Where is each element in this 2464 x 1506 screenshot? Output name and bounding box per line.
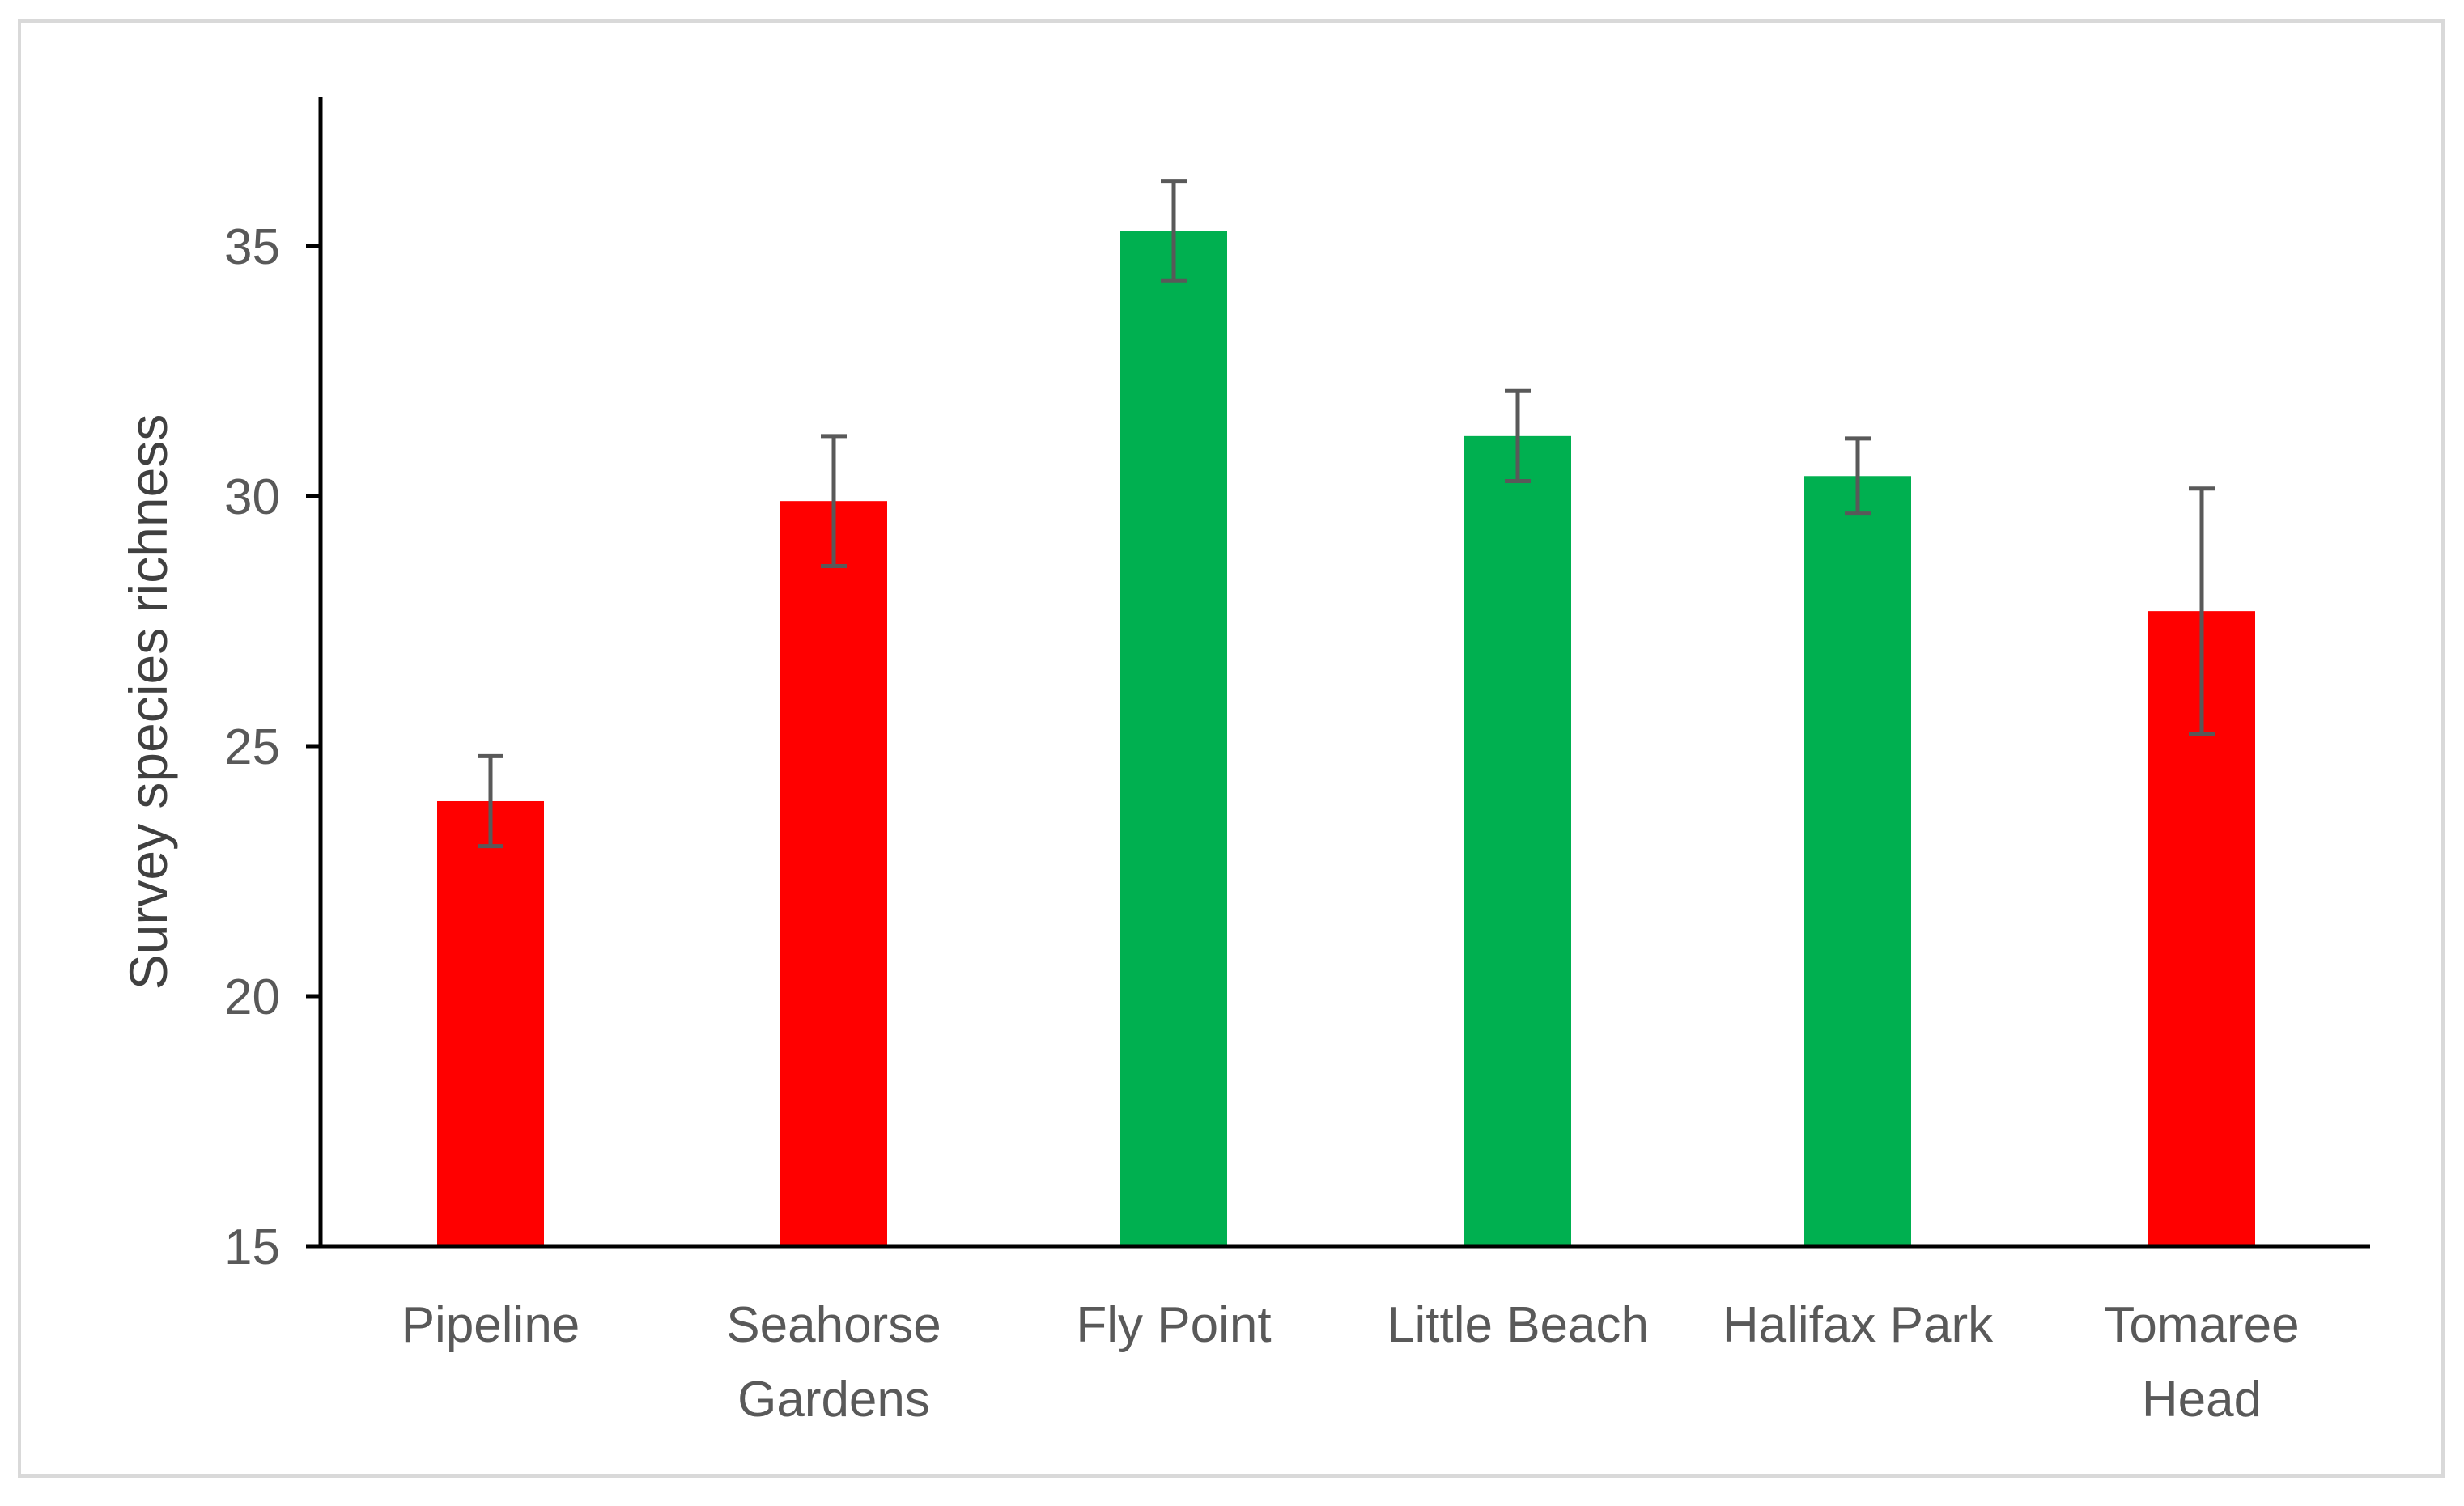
y-tick-label: 25: [224, 719, 280, 775]
y-tick-label: 30: [224, 469, 280, 525]
error-bar: [821, 434, 847, 569]
error-bar: [1845, 436, 1871, 516]
x-category-label: Head: [2142, 1372, 2262, 1428]
bar: [1464, 435, 1571, 1246]
bar: [437, 800, 544, 1246]
bar: [780, 501, 887, 1246]
x-category-label: Fly Point: [1076, 1297, 1271, 1353]
error-bar: [1505, 388, 1531, 483]
error-bar: [2189, 486, 2215, 736]
y-tick-label: 15: [224, 1220, 280, 1275]
error-bar: [1161, 179, 1187, 283]
y-axis-label: Survey species richness: [118, 414, 178, 991]
y-tick-label: 35: [224, 219, 280, 275]
x-category-label: Gardens: [737, 1372, 930, 1428]
error-bar: [478, 753, 503, 849]
chart-frame: [18, 19, 2445, 1478]
y-tick-label: 20: [224, 969, 280, 1025]
bar: [1120, 231, 1227, 1247]
x-category-label: Seahorse: [726, 1297, 941, 1353]
x-labels-group: Pipeline Seahorse Gardens Fly Point Little B…: [401, 1297, 2300, 1428]
x-category-label: Pipeline: [401, 1297, 580, 1353]
x-category-label: Little Beach: [1387, 1297, 1649, 1353]
error-bars-group: [478, 179, 2215, 849]
bars-group: [437, 231, 2255, 1247]
y-ticks-group: 15 20 25 30 35: [224, 219, 321, 1275]
x-category-label: Halifax Park: [1723, 1297, 1994, 1353]
bar: [1804, 476, 1911, 1246]
x-category-label: Tomaree: [2104, 1297, 2299, 1353]
